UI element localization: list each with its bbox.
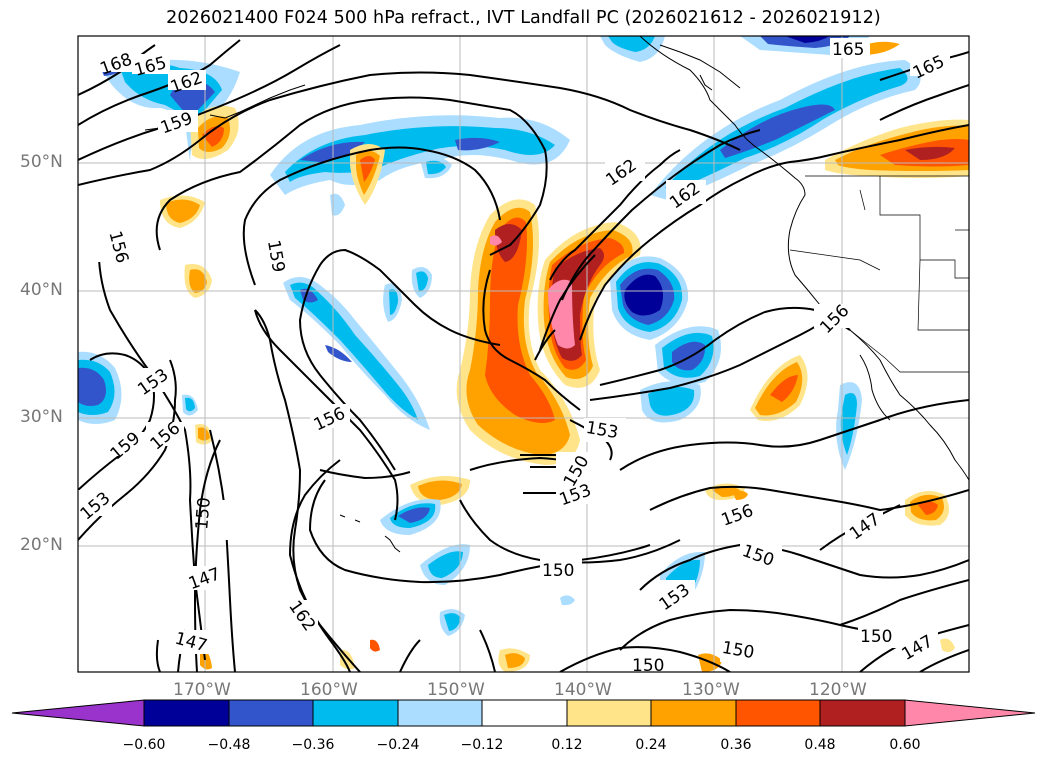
colorbar-tick-2: −0.48	[207, 737, 251, 753]
colorbar-segment-9	[819, 699, 906, 727]
colorbar-tick-8: 0.36	[720, 737, 752, 753]
colorbar-over-arrow	[904, 699, 1036, 727]
map-frame	[77, 35, 970, 673]
lon-label-130w: 130°W	[682, 680, 740, 700]
colorbar-tick-5: −0.12	[460, 737, 504, 753]
colorbar-tick-6: 0.12	[551, 737, 583, 753]
contour-label-165-b: 165	[832, 40, 864, 60]
colorbar-tick-10: 0.60	[889, 737, 921, 753]
colorbar	[11, 699, 1036, 727]
colorbar-tick-9: 0.48	[804, 737, 836, 753]
contour-label-150-g: 150	[860, 627, 892, 647]
lat-label-30n: 30°N	[20, 407, 63, 427]
lat-label-50n: 50°N	[20, 152, 63, 172]
map-title: 2026021400 F024 500 hPa refract., IVT La…	[166, 8, 881, 28]
lon-label-120w: 120°W	[809, 680, 867, 700]
colorbar-segment-2	[228, 699, 314, 727]
colorbar-segment-8	[735, 699, 821, 727]
colorbar-segment-7	[650, 699, 737, 727]
colorbar-segment-6	[566, 699, 652, 727]
lon-label-160w: 160°W	[300, 680, 358, 700]
lon-label-150w: 150°W	[427, 680, 485, 700]
contour-label-backgrounds	[78, 38, 950, 672]
colorbar-segment-5	[481, 699, 568, 727]
colorbar-segment-1	[143, 699, 230, 727]
colorbar-segment-4	[397, 699, 483, 727]
contour-label-150-a: 150	[192, 496, 215, 530]
political-boundaries	[789, 175, 969, 373]
colorbar-tick-3: −0.36	[291, 737, 335, 753]
lat-label-20n: 20°N	[20, 535, 63, 555]
colorbar-under-arrow	[11, 699, 145, 727]
lon-label-170w: 170°W	[173, 680, 231, 700]
contour-label-150-f: 150	[632, 656, 664, 676]
contour-label-150-c: 150	[542, 561, 574, 581]
colorbar-tick-4: −0.24	[376, 737, 420, 753]
lat-label-40n: 40°N	[20, 280, 63, 300]
lon-label-140w: 140°W	[554, 680, 612, 700]
colorbar-tick-7: 0.24	[635, 737, 667, 753]
colorbar-tick-1: −0.60	[122, 737, 166, 753]
colorbar-segment-3	[312, 699, 399, 727]
